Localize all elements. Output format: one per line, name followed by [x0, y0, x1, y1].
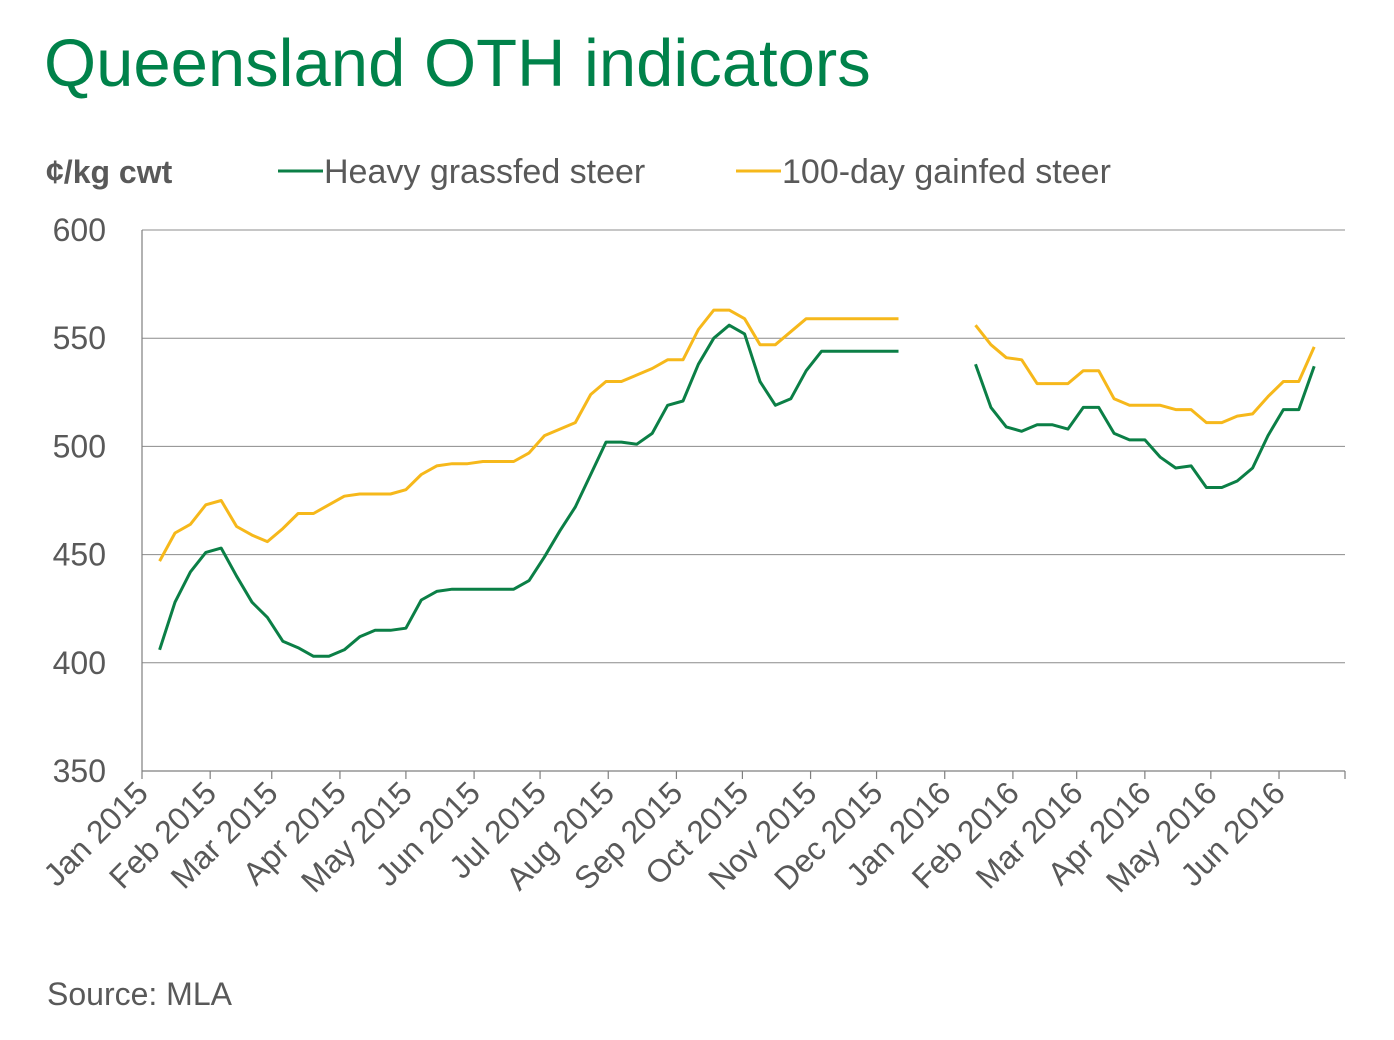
page-title: Queensland OTH indicators: [44, 26, 871, 101]
source-note: Source: MLA: [47, 976, 232, 1012]
y-tick-label: 350: [53, 753, 106, 789]
series-line-heavy-grassfed-segment-2: [974, 363, 1316, 489]
axes: [141, 230, 1345, 772]
legend-label-gainfed: 100-day gainfed steer: [782, 153, 1111, 191]
series-line-heavy-grassfed-segment-1: [158, 323, 899, 658]
legend-label-heavy-grassfed: Heavy grassfed steer: [324, 153, 645, 191]
series-line-gainfed-segment-1: [158, 308, 899, 562]
y-tick-label: 550: [53, 320, 106, 356]
series-layer: [158, 308, 1316, 658]
y-tick-label: 400: [53, 645, 106, 681]
gridlines: [142, 229, 1345, 664]
series-line-gainfed-segment-2: [974, 324, 1316, 425]
y-axis-ticks: 350 400 450 500 550 600: [53, 212, 106, 789]
chart-legend: ¢/kg cwt Heavy grassfed steer 100-day ga…: [46, 153, 1111, 191]
y-axis-label: ¢/kg cwt: [46, 154, 173, 190]
y-tick-label: 450: [53, 537, 106, 573]
y-tick-label: 500: [53, 428, 106, 464]
y-tick-label: 600: [53, 212, 106, 248]
